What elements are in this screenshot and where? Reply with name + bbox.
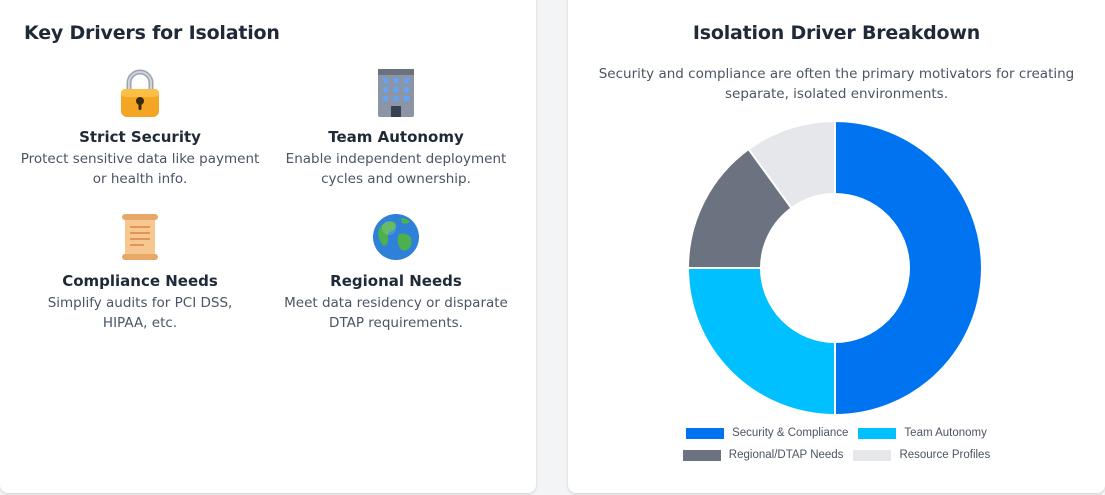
legend-item[interactable]: Security & Compliance (686, 427, 848, 439)
globe-icon (276, 206, 516, 262)
legend-row: Security & Compliance Team Autonomy (568, 422, 1105, 444)
driver-description: Simplify audits for PCI DSS, HIPAA, etc. (47, 295, 233, 331)
legend-label: Resource Profiles (899, 449, 991, 461)
legend-swatch (682, 449, 721, 461)
driver-description: Enable independent deployment cycles and… (285, 151, 507, 187)
legend-label: Security & Compliance (732, 427, 849, 439)
legend-item[interactable]: Team Autonomy (858, 427, 987, 439)
legend-swatch (853, 449, 892, 461)
isolation-breakdown-card: Isolation Driver Breakdown Security and … (568, 0, 1105, 493)
office-building-icon (276, 62, 516, 118)
driver-team-autonomy: Team Autonomy Enable independent deploym… (276, 62, 516, 189)
chart-title: Isolation Driver Breakdown (692, 22, 981, 44)
legend-item[interactable]: Regional/DTAP Needs (682, 449, 844, 461)
legend-label: Regional/DTAP Needs (728, 449, 844, 461)
driver-description: Meet data residency or disparate DTAP re… (284, 295, 508, 331)
driver-title: Strict Security (79, 128, 201, 146)
donut-slice-team-autonomy[interactable] (686, 267, 836, 417)
chart-legend: Security & Compliance Team Autonomy Region… (568, 422, 1105, 466)
key-drivers-card: Key Drivers for Isolation Strict Securit… (0, 0, 536, 493)
legend-swatch (686, 427, 725, 439)
driver-title: Team Autonomy (328, 128, 464, 146)
legend-label: Team Autonomy (904, 427, 987, 439)
legend-swatch (858, 427, 897, 439)
driver-compliance-needs: Compliance Needs Simplify audits for PCI… (20, 206, 260, 333)
driver-title: Regional Needs (330, 272, 462, 290)
driver-regional-needs: Regional Needs Meet data residency or di… (276, 206, 516, 333)
donut-chart (686, 119, 983, 417)
driver-title: Compliance Needs (62, 272, 218, 290)
legend-row: Regional/DTAP Needs Resource Profiles (568, 444, 1105, 466)
key-drivers-title: Key Drivers for Isolation (24, 22, 280, 44)
driver-description: Protect sensitive data like payment or h… (20, 151, 260, 187)
chart-subtitle: Security and compliance are often the pr… (598, 66, 1075, 102)
scroll-icon (20, 206, 260, 262)
legend-item[interactable]: Resource Profiles (853, 449, 990, 461)
donut-slice-security-compliance[interactable] (834, 119, 983, 417)
driver-strict-security: Strict Security Protect sensitive data l… (20, 62, 260, 189)
lock-icon (20, 62, 260, 118)
donut-slice-resource-profiles[interactable] (747, 119, 836, 210)
